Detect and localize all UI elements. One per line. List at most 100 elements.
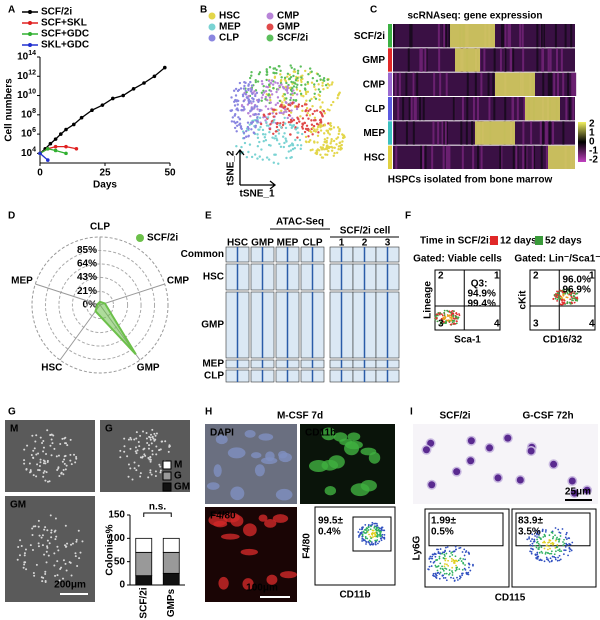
heatmap-noise	[522, 121, 525, 145]
cell-dot	[320, 148, 324, 151]
cell-dot	[332, 100, 335, 104]
cell-dot	[308, 114, 312, 117]
cell-dot	[257, 100, 260, 104]
flow-dot	[557, 290, 560, 293]
heatmap-noise	[568, 97, 571, 121]
flow-dot	[569, 302, 572, 305]
cell-dot	[309, 149, 312, 152]
cell-dot	[237, 116, 240, 119]
flow-dot	[432, 561, 435, 564]
cell-dot	[275, 90, 278, 94]
cell-dot	[283, 99, 286, 102]
flow-dot	[441, 565, 443, 568]
heatmap-noise	[516, 97, 519, 121]
colony-cell	[135, 469, 138, 472]
colony-cell	[70, 574, 73, 577]
flow-dot	[442, 557, 445, 559]
row-color-bar	[388, 121, 392, 145]
flow-dot	[454, 569, 457, 572]
colony-cell	[138, 445, 141, 448]
colony-cell	[45, 452, 48, 455]
cell-dot	[285, 110, 288, 113]
cell-dot	[301, 132, 304, 136]
cell-dot	[278, 142, 281, 146]
cell-dot	[265, 78, 268, 82]
flow-dot	[372, 532, 375, 535]
radar-ring	[71, 276, 129, 334]
cell-dot	[318, 118, 322, 122]
y-tick-label: 108	[21, 108, 36, 120]
x-tick-label: 25	[99, 168, 111, 179]
cell-dot	[244, 135, 248, 138]
cell-dot	[296, 77, 299, 80]
significance-label: n.s.	[149, 502, 166, 513]
heatmap-noise	[410, 24, 413, 48]
colony-cell	[34, 440, 37, 443]
flow-box	[314, 506, 396, 586]
row-label: MEP	[202, 359, 224, 370]
flow-dot	[428, 557, 431, 560]
cell-dot	[268, 112, 272, 115]
point	[74, 146, 79, 151]
cell-dot	[286, 72, 290, 75]
flow-dot	[444, 576, 447, 579]
flow-dot	[375, 522, 378, 525]
flow-dot	[383, 533, 386, 536]
radar-ring	[86, 291, 114, 319]
colony-cell	[57, 549, 60, 552]
colony-cell	[61, 460, 64, 463]
heatmap-noise	[480, 145, 483, 169]
flow-dot	[454, 315, 457, 318]
flow-dot	[455, 311, 458, 314]
flow-value: 83.9±	[518, 516, 543, 527]
flow-dot	[550, 550, 553, 553]
heatmap-noise	[432, 121, 435, 145]
colony-cell	[143, 447, 146, 450]
nucleus	[583, 486, 591, 494]
cell-dot	[278, 99, 282, 103]
flow-dot	[550, 542, 552, 545]
colony-cell	[41, 580, 44, 583]
flow-dot	[539, 537, 542, 540]
flow-dot	[542, 536, 545, 538]
colony-cell	[119, 456, 122, 459]
column-label: 1	[339, 238, 345, 249]
cell-dot	[310, 130, 313, 134]
cell-dot	[232, 89, 236, 92]
legend-swatch	[535, 236, 543, 245]
flow-dot	[445, 572, 448, 575]
flow-dot	[446, 315, 449, 318]
heatmap-noise	[512, 48, 515, 72]
flow-dot	[434, 553, 437, 556]
cell-dot	[296, 83, 299, 86]
cell-dot	[322, 148, 326, 151]
flow-dot	[556, 296, 559, 299]
cell-dot	[287, 113, 291, 117]
scale-label: 100μm	[246, 583, 278, 594]
flow-dot	[383, 529, 386, 532]
flow-dot	[468, 552, 470, 555]
heatmap-noise	[395, 145, 398, 169]
colony-cell	[41, 534, 44, 537]
cell-dot	[322, 87, 325, 91]
colony-cell	[149, 456, 152, 459]
bar-segment	[135, 551, 153, 577]
row-color-bar	[388, 97, 392, 121]
flow-dot	[570, 549, 573, 552]
colony-cell	[155, 445, 158, 448]
colony-cell	[46, 539, 49, 542]
flow-dot	[451, 551, 454, 554]
cell-dot	[324, 153, 327, 156]
cell-dot	[322, 110, 326, 113]
quadrant-number: 1	[589, 271, 595, 282]
cell	[264, 519, 277, 528]
colony-cell	[32, 456, 35, 459]
flow-dot	[545, 544, 548, 547]
cell-dot	[311, 112, 315, 116]
flow-dot	[443, 309, 446, 312]
cell-dot	[318, 98, 321, 101]
flow-dot	[559, 289, 561, 292]
colony-cell	[74, 552, 77, 555]
heatmap-block	[548, 145, 575, 169]
flow-dot	[557, 528, 560, 531]
